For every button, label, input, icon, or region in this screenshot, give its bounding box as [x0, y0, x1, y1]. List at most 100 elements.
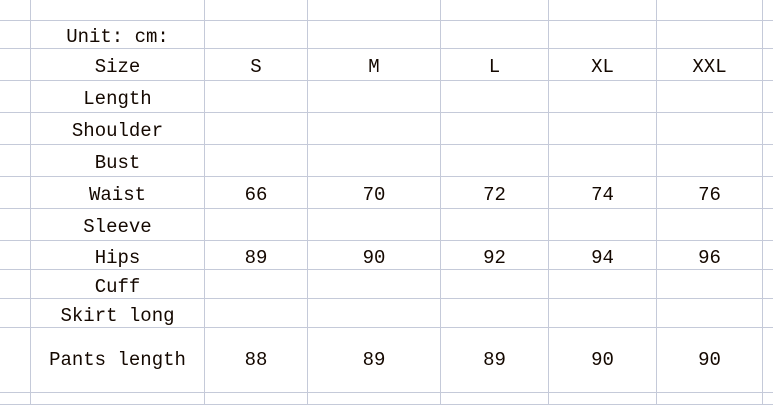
measurement-cell[interactable] [441, 209, 549, 241]
measurement-cell[interactable] [308, 270, 441, 299]
row-label[interactable]: Cuff [31, 270, 205, 299]
measurement-cell[interactable] [549, 270, 657, 299]
measurement-cell[interactable] [205, 81, 308, 113]
empty-cell[interactable] [763, 393, 773, 405]
measurement-cell[interactable] [657, 145, 763, 177]
empty-cell[interactable] [0, 0, 31, 21]
empty-cell[interactable] [549, 0, 657, 21]
measurement-cell[interactable]: 76 [657, 177, 763, 209]
empty-cell[interactable] [657, 0, 763, 21]
measurement-cell[interactable] [441, 145, 549, 177]
row-label[interactable]: Skirt long [31, 299, 205, 328]
empty-cell[interactable] [763, 81, 773, 113]
row-label[interactable]: Pants length [31, 328, 205, 393]
measurement-cell[interactable] [205, 145, 308, 177]
empty-cell[interactable] [763, 209, 773, 241]
measurement-cell[interactable] [441, 81, 549, 113]
empty-cell[interactable] [0, 177, 31, 209]
measurement-cell[interactable]: 66 [205, 177, 308, 209]
empty-cell[interactable] [549, 393, 657, 405]
empty-cell[interactable] [0, 21, 31, 49]
empty-cell[interactable] [441, 393, 549, 405]
empty-cell[interactable] [441, 21, 549, 49]
measurement-cell[interactable]: 94 [549, 241, 657, 270]
size-header-xxl[interactable]: XXL [657, 49, 763, 81]
measurement-cell[interactable] [657, 81, 763, 113]
empty-cell[interactable] [0, 113, 31, 145]
empty-cell[interactable] [763, 21, 773, 49]
measurement-cell[interactable] [441, 113, 549, 145]
measurement-cell[interactable] [205, 209, 308, 241]
empty-cell[interactable] [205, 21, 308, 49]
unit-label[interactable]: Unit: cm: [31, 21, 205, 49]
empty-cell[interactable] [0, 81, 31, 113]
empty-cell[interactable] [763, 328, 773, 393]
measurement-cell[interactable] [657, 113, 763, 145]
empty-cell[interactable] [763, 49, 773, 81]
empty-cell[interactable] [0, 49, 31, 81]
measurement-cell[interactable] [657, 299, 763, 328]
empty-cell[interactable] [0, 241, 31, 270]
row-label[interactable]: Hips [31, 241, 205, 270]
row-label[interactable]: Waist [31, 177, 205, 209]
measurement-cell[interactable]: 70 [308, 177, 441, 209]
empty-cell[interactable] [308, 393, 441, 405]
measurement-cell[interactable]: 90 [657, 328, 763, 393]
empty-cell[interactable] [31, 0, 205, 21]
size-header-s[interactable]: S [205, 49, 308, 81]
measurement-cell[interactable]: 72 [441, 177, 549, 209]
measurement-cell[interactable]: 88 [205, 328, 308, 393]
measurement-cell[interactable] [441, 299, 549, 328]
empty-cell[interactable] [763, 241, 773, 270]
empty-cell[interactable] [0, 209, 31, 241]
measurement-cell[interactable]: 89 [308, 328, 441, 393]
row-label[interactable]: Sleeve [31, 209, 205, 241]
size-header-l[interactable]: L [441, 49, 549, 81]
measurement-cell[interactable] [308, 113, 441, 145]
empty-cell[interactable] [308, 0, 441, 21]
empty-cell[interactable] [657, 21, 763, 49]
measurement-cell[interactable] [549, 81, 657, 113]
empty-cell[interactable] [0, 299, 31, 328]
empty-cell[interactable] [205, 393, 308, 405]
row-label[interactable]: Bust [31, 145, 205, 177]
empty-cell[interactable] [763, 113, 773, 145]
size-header-m[interactable]: M [308, 49, 441, 81]
measurement-cell[interactable]: 96 [657, 241, 763, 270]
measurement-cell[interactable]: 89 [205, 241, 308, 270]
empty-cell[interactable] [763, 270, 773, 299]
empty-cell[interactable] [763, 299, 773, 328]
measurement-cell[interactable]: 74 [549, 177, 657, 209]
measurement-cell[interactable]: 89 [441, 328, 549, 393]
measurement-cell[interactable] [549, 209, 657, 241]
measurement-cell[interactable] [657, 270, 763, 299]
empty-cell[interactable] [205, 0, 308, 21]
measurement-cell[interactable]: 92 [441, 241, 549, 270]
empty-cell[interactable] [31, 393, 205, 405]
measurement-cell[interactable] [205, 113, 308, 145]
empty-cell[interactable] [549, 21, 657, 49]
measurement-cell[interactable] [205, 299, 308, 328]
measurement-cell[interactable] [308, 209, 441, 241]
measurement-cell[interactable] [549, 145, 657, 177]
row-label[interactable]: Shoulder [31, 113, 205, 145]
empty-cell[interactable] [657, 393, 763, 405]
empty-cell[interactable] [441, 0, 549, 21]
empty-cell[interactable] [0, 145, 31, 177]
empty-cell[interactable] [763, 0, 773, 21]
row-label[interactable]: Length [31, 81, 205, 113]
empty-cell[interactable] [763, 177, 773, 209]
measurement-cell[interactable] [549, 299, 657, 328]
empty-cell[interactable] [308, 21, 441, 49]
empty-cell[interactable] [0, 393, 31, 405]
measurement-cell[interactable] [549, 113, 657, 145]
size-header-xl[interactable]: XL [549, 49, 657, 81]
measurement-cell[interactable]: 90 [308, 241, 441, 270]
measurement-cell[interactable] [308, 145, 441, 177]
measurement-cell[interactable] [308, 81, 441, 113]
measurement-cell[interactable]: 90 [549, 328, 657, 393]
measurement-cell[interactable] [308, 299, 441, 328]
size-header-label[interactable]: Size [31, 49, 205, 81]
empty-cell[interactable] [763, 145, 773, 177]
measurement-cell[interactable] [205, 270, 308, 299]
